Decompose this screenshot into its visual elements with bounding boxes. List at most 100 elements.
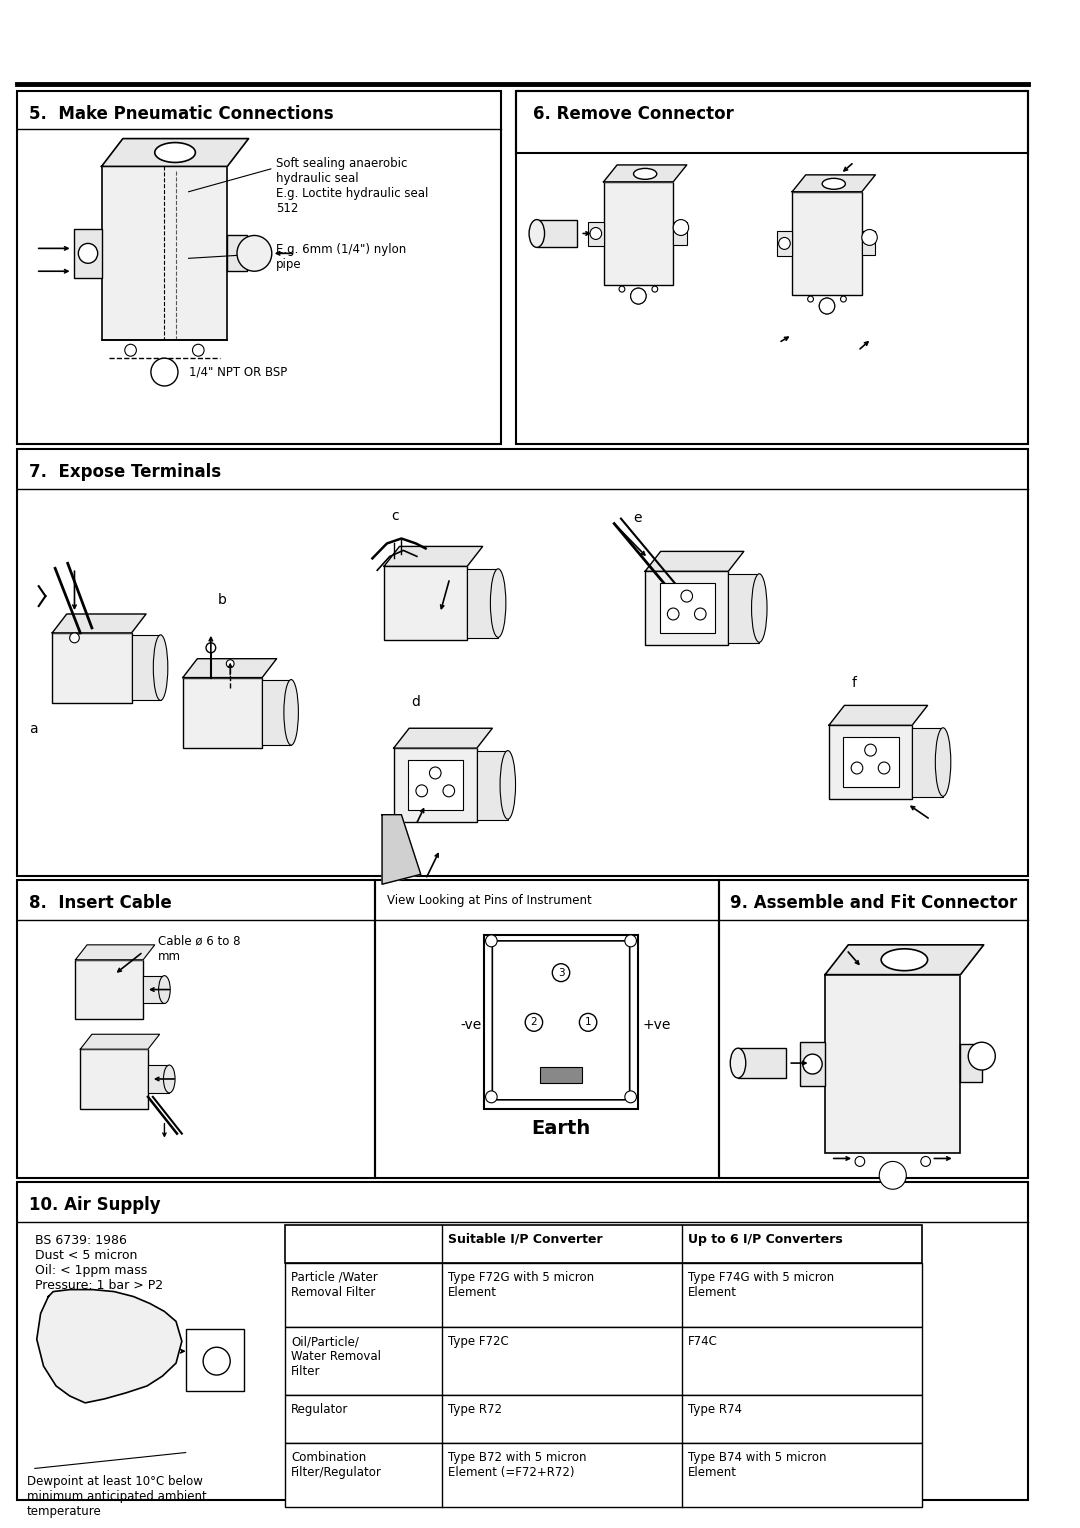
Circle shape — [525, 1013, 542, 1031]
Bar — [913, 729, 943, 796]
Text: View Looking at Pins of Instrument: View Looking at Pins of Instrument — [387, 894, 592, 908]
Bar — [262, 680, 292, 746]
Text: 6. Remove Connector: 6. Remove Connector — [532, 105, 733, 124]
Ellipse shape — [529, 220, 544, 248]
Text: c: c — [392, 509, 400, 523]
Bar — [394, 749, 477, 822]
Bar — [477, 752, 508, 819]
Polygon shape — [825, 944, 984, 975]
Polygon shape — [76, 944, 154, 960]
Text: Type B74 with 5 micron
Element: Type B74 with 5 micron Element — [688, 1450, 826, 1479]
Text: d: d — [411, 695, 420, 709]
Polygon shape — [37, 1290, 181, 1403]
Circle shape — [865, 744, 876, 756]
Circle shape — [921, 1157, 931, 1166]
Circle shape — [855, 1157, 865, 1166]
Text: BS 6739: 1986
Dust < 5 micron
Oil: < 1ppm mass
Pressure: 1 bar > P2: BS 6739: 1986 Dust < 5 micron Oil: < 1pp… — [35, 1235, 163, 1293]
Bar — [738, 1048, 786, 1077]
Bar — [384, 567, 468, 640]
Bar — [375, 880, 718, 1178]
Text: a: a — [29, 723, 38, 736]
Circle shape — [125, 344, 136, 356]
Ellipse shape — [822, 179, 846, 189]
Circle shape — [203, 1348, 230, 1375]
Text: Cable ø 6 to 8
mm: Cable ø 6 to 8 mm — [158, 935, 240, 963]
Bar — [183, 677, 262, 749]
Bar — [540, 1067, 582, 1083]
Text: Regulator: Regulator — [292, 1403, 349, 1416]
Text: 1/4" NPT OR BSP: 1/4" NPT OR BSP — [189, 365, 287, 379]
Circle shape — [667, 608, 679, 620]
Circle shape — [590, 228, 602, 240]
Ellipse shape — [730, 1048, 746, 1077]
Bar — [76, 960, 144, 1019]
Text: f: f — [851, 675, 856, 689]
Ellipse shape — [284, 680, 298, 746]
Circle shape — [430, 767, 441, 779]
Polygon shape — [792, 174, 876, 191]
Text: Combination
Filter/Regulator: Combination Filter/Regulator — [292, 1450, 382, 1479]
Bar — [75, 229, 102, 278]
Polygon shape — [183, 659, 276, 677]
Text: 9. Assemble and Fit Connector: 9. Assemble and Fit Connector — [730, 894, 1017, 912]
Circle shape — [862, 229, 877, 246]
Ellipse shape — [634, 168, 657, 179]
Text: Type F72G with 5 micron
Element: Type F72G with 5 micron Element — [448, 1271, 594, 1299]
Text: b: b — [218, 593, 227, 607]
Circle shape — [625, 1091, 636, 1103]
Circle shape — [69, 633, 79, 643]
Bar — [102, 167, 227, 341]
Bar — [285, 1262, 922, 1328]
Text: Type F72C: Type F72C — [448, 1335, 509, 1348]
Bar — [80, 1050, 148, 1109]
Text: 10. Air Supply: 10. Air Supply — [29, 1196, 161, 1215]
Circle shape — [619, 286, 625, 292]
Bar — [862, 231, 876, 255]
Ellipse shape — [163, 1065, 175, 1093]
Bar — [285, 1225, 922, 1262]
Bar — [17, 449, 1028, 876]
Text: Particle /Water
Removal Filter: Particle /Water Removal Filter — [292, 1271, 378, 1299]
Circle shape — [779, 237, 791, 249]
Text: 2: 2 — [530, 1018, 537, 1027]
Text: 3: 3 — [557, 967, 565, 978]
Circle shape — [878, 762, 890, 775]
Bar — [132, 634, 161, 700]
Bar — [285, 1328, 922, 1395]
Text: Type R72: Type R72 — [448, 1403, 502, 1416]
Text: E.g. 6mm (1/4") nylon
pipe: E.g. 6mm (1/4") nylon pipe — [275, 243, 406, 272]
Polygon shape — [394, 729, 492, 749]
Bar — [777, 231, 792, 257]
Bar — [515, 92, 1028, 153]
Bar — [144, 976, 164, 1004]
Circle shape — [227, 660, 234, 668]
Bar — [17, 880, 375, 1178]
Polygon shape — [80, 1034, 160, 1050]
FancyBboxPatch shape — [492, 941, 630, 1100]
Bar — [718, 880, 1028, 1178]
Circle shape — [443, 785, 455, 796]
Circle shape — [631, 289, 646, 304]
Polygon shape — [645, 552, 744, 571]
Text: Type F74G with 5 micron
Element: Type F74G with 5 micron Element — [688, 1271, 834, 1299]
Circle shape — [820, 298, 835, 313]
Circle shape — [808, 296, 813, 303]
Ellipse shape — [154, 142, 195, 162]
Circle shape — [552, 964, 570, 981]
Text: Up to 6 I/P Converters: Up to 6 I/P Converters — [688, 1233, 842, 1245]
Circle shape — [579, 1013, 597, 1031]
Bar — [468, 570, 498, 637]
Circle shape — [851, 762, 863, 775]
Ellipse shape — [500, 750, 515, 819]
Polygon shape — [102, 139, 248, 167]
Circle shape — [237, 235, 272, 272]
Bar — [52, 633, 132, 703]
Polygon shape — [604, 165, 687, 182]
Polygon shape — [382, 814, 421, 885]
Bar — [825, 975, 960, 1154]
Ellipse shape — [935, 727, 950, 796]
Text: Type B72 with 5 micron
Element (=F72+R72): Type B72 with 5 micron Element (=F72+R72… — [448, 1450, 586, 1479]
Bar — [515, 92, 1028, 445]
Bar — [285, 1395, 922, 1442]
Circle shape — [151, 358, 178, 387]
